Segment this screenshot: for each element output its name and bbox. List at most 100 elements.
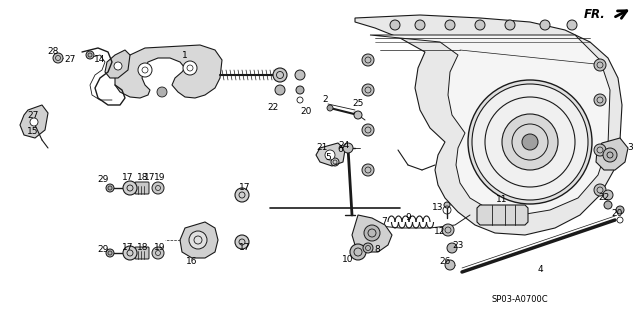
Circle shape — [444, 202, 450, 208]
Text: 17: 17 — [239, 243, 251, 253]
Circle shape — [567, 20, 577, 30]
Circle shape — [106, 249, 114, 257]
Circle shape — [235, 235, 249, 249]
FancyBboxPatch shape — [135, 182, 149, 194]
Circle shape — [594, 184, 606, 196]
Text: 18: 18 — [137, 174, 148, 182]
Circle shape — [296, 86, 304, 94]
Text: 28: 28 — [47, 48, 59, 56]
Text: 2: 2 — [322, 95, 328, 105]
Text: 4: 4 — [537, 265, 543, 275]
Text: 20: 20 — [300, 108, 312, 116]
Circle shape — [189, 231, 207, 249]
Text: 12: 12 — [435, 227, 445, 236]
Circle shape — [295, 70, 305, 80]
Circle shape — [106, 184, 114, 192]
Polygon shape — [370, 35, 610, 215]
Circle shape — [350, 244, 366, 260]
Circle shape — [603, 190, 613, 200]
Circle shape — [540, 20, 550, 30]
Circle shape — [604, 201, 612, 209]
Circle shape — [363, 243, 373, 253]
Text: 23: 23 — [452, 241, 464, 249]
Text: 29: 29 — [97, 175, 109, 184]
Text: SP03-A0700C: SP03-A0700C — [492, 295, 548, 305]
Text: 27: 27 — [64, 56, 76, 64]
Circle shape — [594, 59, 606, 71]
Text: 15: 15 — [28, 128, 39, 137]
Circle shape — [327, 105, 333, 111]
Text: 6: 6 — [337, 145, 343, 154]
Text: 5: 5 — [325, 153, 331, 162]
Circle shape — [364, 225, 380, 241]
Polygon shape — [355, 15, 622, 235]
Circle shape — [603, 148, 617, 162]
Circle shape — [362, 54, 374, 66]
Circle shape — [183, 61, 197, 75]
Circle shape — [505, 20, 515, 30]
Circle shape — [86, 51, 94, 59]
Circle shape — [594, 144, 606, 156]
Circle shape — [594, 94, 606, 106]
Text: 17: 17 — [122, 174, 134, 182]
Text: 17: 17 — [122, 243, 134, 253]
Circle shape — [152, 247, 164, 259]
Circle shape — [616, 206, 624, 214]
Text: 19: 19 — [154, 174, 166, 182]
Text: 3: 3 — [627, 144, 633, 152]
Circle shape — [447, 243, 457, 253]
Text: 13: 13 — [432, 203, 444, 211]
Polygon shape — [596, 138, 628, 170]
Circle shape — [157, 87, 167, 97]
Circle shape — [415, 20, 425, 30]
Text: 17: 17 — [239, 183, 251, 192]
Circle shape — [472, 84, 588, 200]
Circle shape — [123, 181, 137, 195]
Circle shape — [362, 84, 374, 96]
Text: 22: 22 — [598, 194, 610, 203]
Text: 14: 14 — [94, 56, 106, 64]
Text: 21: 21 — [316, 143, 328, 152]
Text: 24: 24 — [339, 140, 349, 150]
Circle shape — [30, 118, 38, 126]
Text: 18: 18 — [137, 243, 148, 253]
Text: 16: 16 — [186, 257, 198, 266]
Circle shape — [114, 62, 122, 70]
Circle shape — [152, 182, 164, 194]
Circle shape — [273, 68, 287, 82]
Circle shape — [362, 124, 374, 136]
Circle shape — [275, 85, 285, 95]
Polygon shape — [115, 45, 222, 98]
Circle shape — [123, 246, 137, 260]
Text: 19: 19 — [154, 243, 166, 253]
Circle shape — [325, 150, 335, 160]
Circle shape — [468, 80, 592, 204]
Circle shape — [522, 134, 538, 150]
Circle shape — [502, 114, 558, 170]
Text: 9: 9 — [405, 213, 411, 222]
Polygon shape — [477, 205, 528, 225]
Text: 10: 10 — [342, 256, 354, 264]
Circle shape — [390, 20, 400, 30]
Text: 27: 27 — [28, 110, 38, 120]
Circle shape — [445, 260, 455, 270]
Circle shape — [475, 20, 485, 30]
Circle shape — [442, 224, 454, 236]
Text: 11: 11 — [496, 196, 508, 204]
Circle shape — [138, 63, 152, 77]
Circle shape — [445, 20, 455, 30]
Polygon shape — [180, 222, 218, 258]
Polygon shape — [352, 215, 392, 252]
Text: 26: 26 — [439, 257, 451, 266]
Text: 17: 17 — [144, 174, 156, 182]
Polygon shape — [316, 143, 345, 166]
Text: 29: 29 — [97, 246, 109, 255]
Circle shape — [235, 188, 249, 202]
Text: 7: 7 — [381, 218, 387, 226]
Text: 22: 22 — [268, 103, 278, 113]
Circle shape — [53, 53, 63, 63]
Text: 1: 1 — [182, 50, 188, 60]
Text: 8: 8 — [374, 246, 380, 255]
Text: 25: 25 — [352, 100, 364, 108]
Text: 20: 20 — [611, 209, 623, 218]
